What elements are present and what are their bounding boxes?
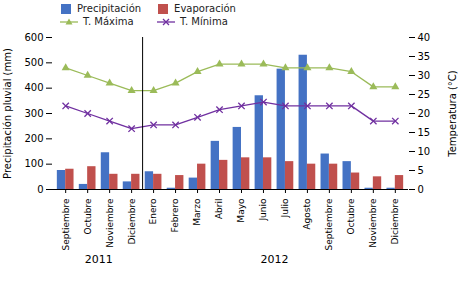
svg-text:2012: 2012 <box>260 253 288 266</box>
html-text:Evaporación: Evaporación <box>174 3 236 14</box>
svg-text:Septiembre: Septiembre <box>324 198 334 251</box>
svg-text:Octubre: Octubre <box>83 198 93 234</box>
svg-text:30: 30 <box>418 70 431 81</box>
svg-text:Agosto: Agosto <box>302 198 312 230</box>
svg-text:40: 40 <box>418 32 431 43</box>
svg-text:400: 400 <box>24 82 43 93</box>
svg-text:Diciembre: Diciembre <box>126 198 136 244</box>
svg-text:25: 25 <box>418 89 431 100</box>
svg-text:Febrero: Febrero <box>170 198 180 232</box>
svg-text:Mayo: Mayo <box>236 198 246 223</box>
svg-text:300: 300 <box>24 108 43 119</box>
svg-text:Enero: Enero <box>148 198 158 224</box>
svg-text:Marzo: Marzo <box>192 198 202 226</box>
svg-text:600: 600 <box>24 32 43 43</box>
svg-text:35: 35 <box>418 51 431 62</box>
svg-text:Julio: Julio <box>280 198 290 218</box>
html-text:T. Máxima: T. Máxima <box>83 16 134 27</box>
svg-text:Noviembre: Noviembre <box>368 198 378 248</box>
svg-text:500: 500 <box>24 57 43 68</box>
svg-text:Diciembre: Diciembre <box>390 198 400 244</box>
svg-text:10: 10 <box>418 146 431 157</box>
svg-text:100: 100 <box>24 158 43 169</box>
svg-text:200: 200 <box>24 133 43 144</box>
svg-text:2011: 2011 <box>85 253 113 266</box>
svg-text:Abril: Abril <box>214 199 224 220</box>
html-text:T. Mínima: T. Mínima <box>180 16 228 27</box>
svg-text:Temperatura (°C): Temperatura (°C) <box>447 70 458 158</box>
svg-text:20: 20 <box>418 108 431 119</box>
svg-text:Noviembre: Noviembre <box>105 198 115 248</box>
svg-text:5: 5 <box>418 165 424 176</box>
svg-text:0: 0 <box>418 184 424 195</box>
svg-text:15: 15 <box>418 127 431 138</box>
svg-text:Septiembre: Septiembre <box>61 198 71 251</box>
svg-text:Octubre: Octubre <box>346 198 356 234</box>
html-text:Precipitación: Precipitación <box>77 3 142 14</box>
svg-text:0: 0 <box>37 184 43 195</box>
svg-text:Junio: Junio <box>258 198 268 222</box>
svg-text:Precipitación pluvial (mm): Precipitación pluvial (mm) <box>2 48 13 179</box>
